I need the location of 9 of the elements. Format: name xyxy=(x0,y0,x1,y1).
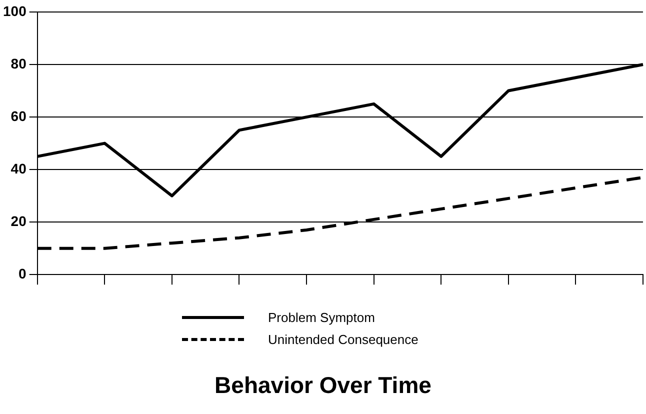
y-tick-label: 100 xyxy=(3,2,27,19)
y-tick-label: 60 xyxy=(10,108,27,124)
y-tick-label: 20 xyxy=(10,212,27,229)
text: Behavior Over Time xyxy=(214,372,432,399)
y-tick-label: 40 xyxy=(10,160,27,176)
legend-label: Unintended Consequence xyxy=(268,332,418,346)
y-tick-label: 80 xyxy=(10,55,27,72)
legend-label: Problem Symptom xyxy=(268,310,375,324)
y-tick-label: 0 xyxy=(18,265,27,282)
